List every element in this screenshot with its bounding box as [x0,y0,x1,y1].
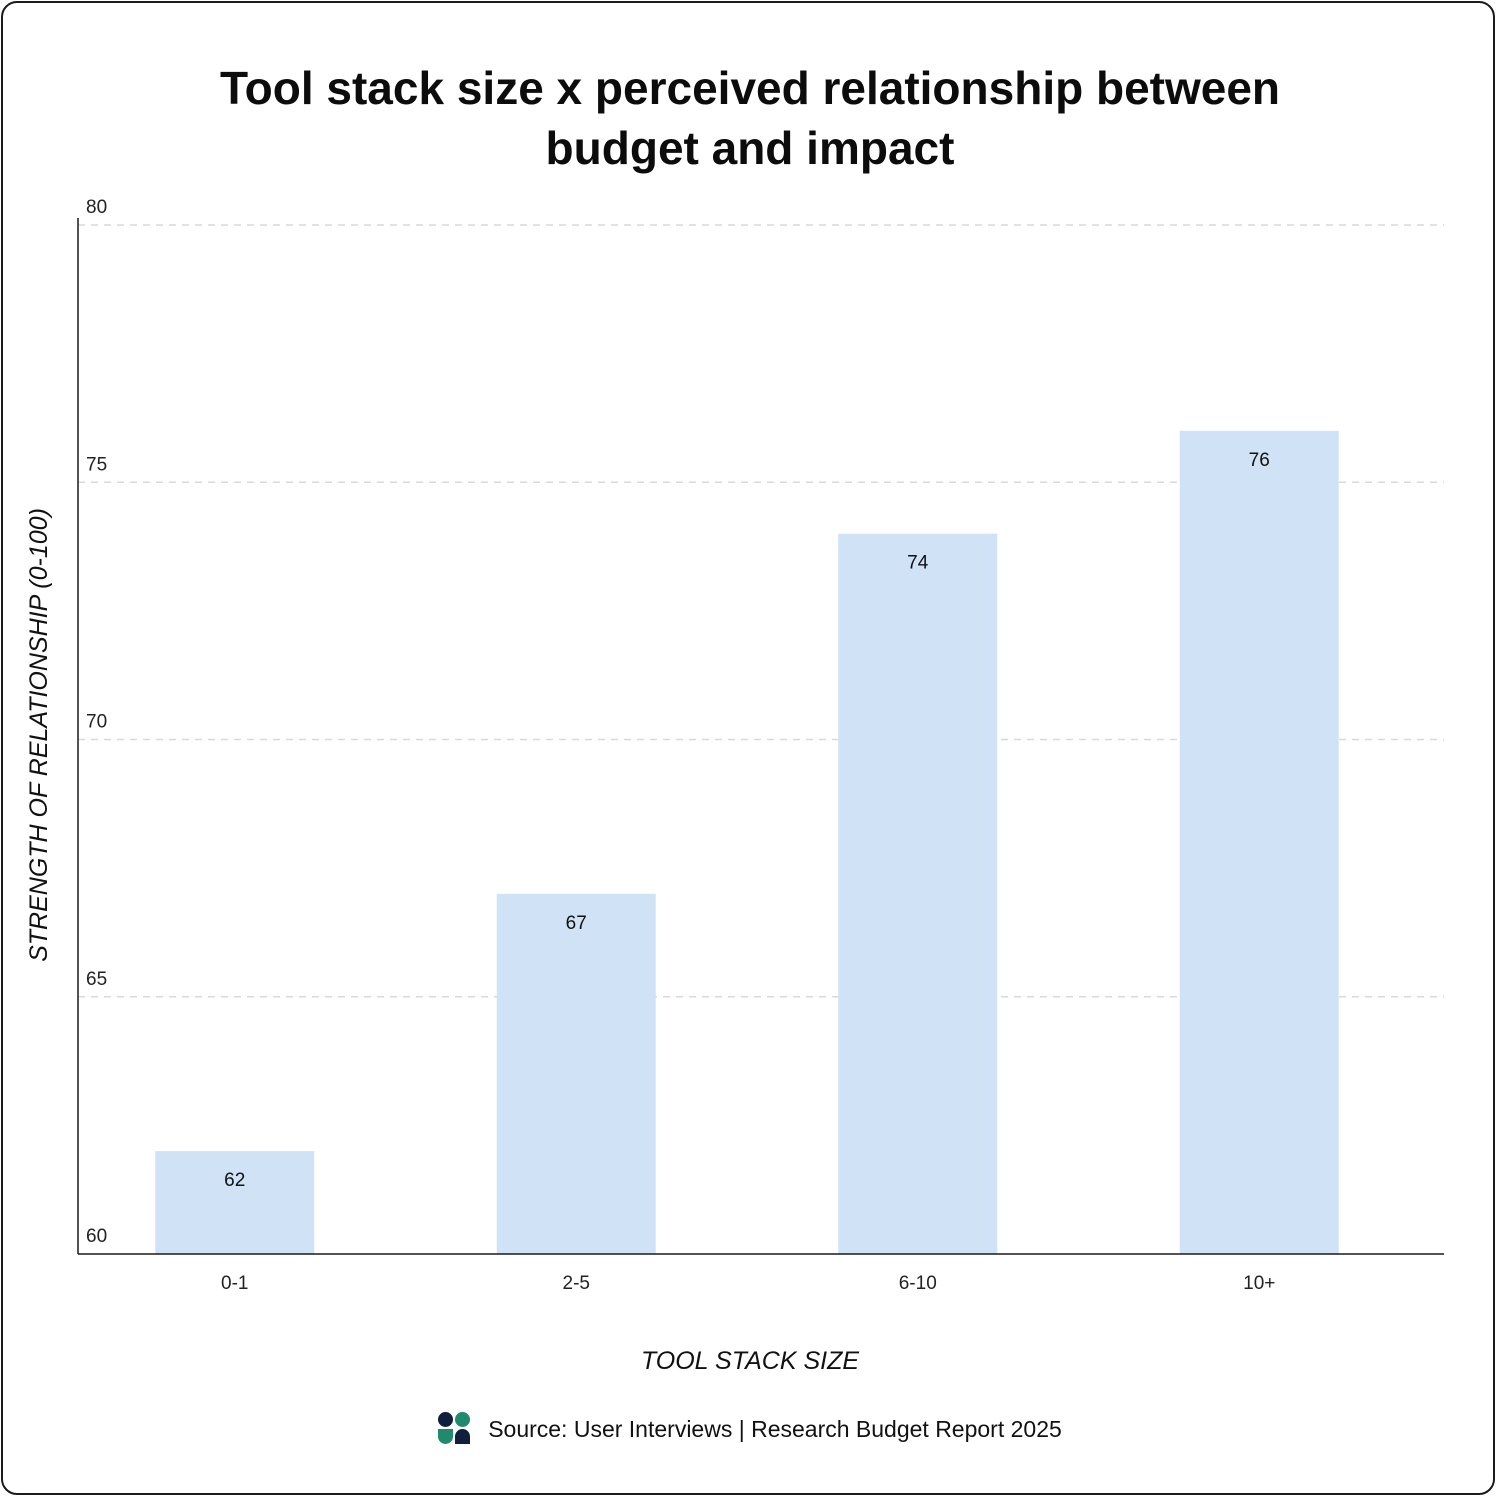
bar-value-label-6-10: 74 [907,553,929,574]
axes [77,218,1444,1255]
chart-title-line-1: Tool stack size x perceived relationship… [219,62,1281,114]
chart-title-line-2: budget and impact [545,122,955,174]
x-tick-label-10+: 10+ [1243,1273,1275,1294]
x-tick-label-2-5: 2-5 [563,1273,590,1294]
bar-value-label-10+: 76 [1249,450,1270,471]
bars [155,430,1339,1254]
bar-6-10 [838,533,998,1254]
x-tick-labels: 0-1 2-5 6-10 10+ [221,1273,1275,1294]
chart-title: Tool stack size x perceived relationship… [150,58,1350,178]
bar-10+ [1179,430,1339,1254]
y-tick-labels: 60 65 70 75 80 [86,197,107,1247]
source-text: Source: User Interviews | Research Budge… [488,1415,1062,1442]
y-tick-label-75: 75 [86,454,107,475]
y-tick-label-70: 70 [86,712,107,733]
user-interviews-logo-icon [438,1412,472,1446]
y-tick-label-65: 65 [86,969,107,990]
source-footer: Source: User Interviews | Research Budge… [0,1412,1500,1446]
bar-0-1 [155,1151,315,1254]
y-tick-label-80: 80 [86,197,107,218]
bar-2-5 [496,893,656,1254]
y-axis-title: STRENGTH OF RELATIONSHIP (0-100) [25,508,53,962]
bar-value-label-0-1: 62 [224,1170,245,1191]
x-tick-label-0-1: 0-1 [221,1273,248,1294]
bar-value-label-2-5: 67 [566,913,587,934]
x-axis-title: TOOL STACK SIZE [641,1347,859,1375]
x-tick-label-6-10: 6-10 [899,1273,937,1294]
bar-value-labels: 62 67 74 76 [224,450,1270,1191]
y-tick-label-60: 60 [86,1226,107,1247]
gridlines [78,224,1444,998]
